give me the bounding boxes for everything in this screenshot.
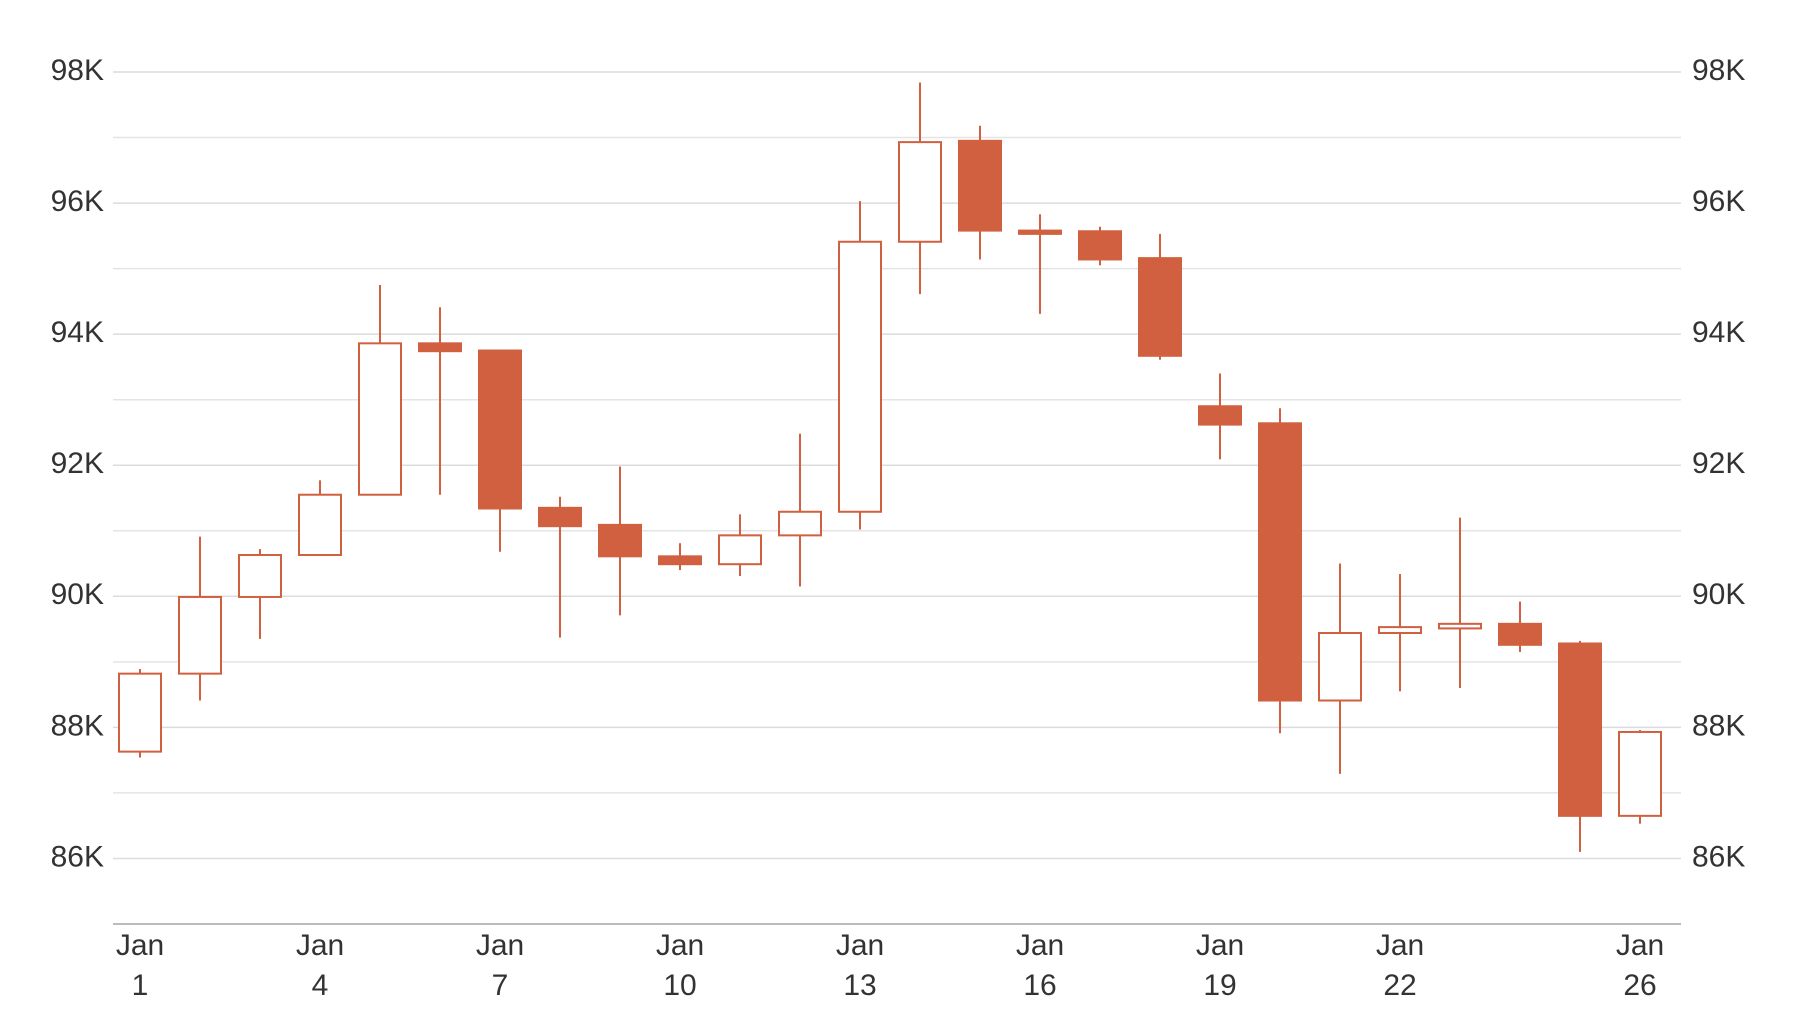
y2-tick-label: 94K <box>1692 316 1745 349</box>
candle-body <box>598 523 642 558</box>
y-tick-label: 96K <box>51 185 104 218</box>
candle-body <box>1018 229 1062 235</box>
y-tick-label: 98K <box>51 54 104 87</box>
x-tick-label: Jan 13 <box>835 929 885 1002</box>
y2-tick-label: 92K <box>1692 447 1745 480</box>
candle-body <box>1438 622 1482 630</box>
y-tick-label: 94K <box>51 316 104 349</box>
candle-body <box>1378 626 1422 635</box>
candle-body <box>958 139 1002 232</box>
x-tick-label: Jan 19 <box>1195 929 1245 1002</box>
candle-body <box>538 506 582 528</box>
candle-body <box>1138 257 1182 357</box>
x-tick-label: Jan 7 <box>475 929 525 1002</box>
y-tick-label: 88K <box>51 709 104 742</box>
y2-tick-label: 86K <box>1692 840 1745 873</box>
x-tick-label: Jan 10 <box>655 929 705 1002</box>
candle-body <box>1318 632 1362 702</box>
x-tick-label: Jan 16 <box>1015 929 1065 1002</box>
x-tick-label: Jan 1 <box>115 929 165 1002</box>
candle-body <box>658 555 702 566</box>
y2-tick-label: 98K <box>1692 54 1745 87</box>
y-tick-label: 90K <box>51 578 104 611</box>
candle-body <box>898 141 942 243</box>
y-tick-label: 86K <box>51 840 104 873</box>
x-tick-label: Jan 26 <box>1615 929 1665 1002</box>
candle-body <box>238 554 282 598</box>
candle-body <box>1198 405 1242 426</box>
candle-body <box>1498 622 1542 646</box>
y-tick-label: 92K <box>51 447 104 480</box>
y2-tick-label: 96K <box>1692 185 1745 218</box>
y2-tick-label: 88K <box>1692 709 1745 742</box>
candle-body <box>1258 422 1302 702</box>
y2-tick-label: 90K <box>1692 578 1745 611</box>
candle-body <box>778 510 822 537</box>
candle-body <box>178 595 222 675</box>
candle-body <box>838 240 882 513</box>
candle-body <box>418 342 462 353</box>
candle-body <box>298 493 342 557</box>
candle-body <box>718 534 762 566</box>
candle-body <box>478 349 522 510</box>
x-tick-label: Jan 4 <box>295 929 345 1002</box>
candle-body <box>358 342 402 496</box>
candle-body <box>1078 230 1122 261</box>
candle-body <box>1558 642 1602 817</box>
candle-body <box>1618 730 1662 817</box>
x-tick-label: Jan 22 <box>1375 929 1425 1002</box>
candle-body <box>118 672 162 753</box>
